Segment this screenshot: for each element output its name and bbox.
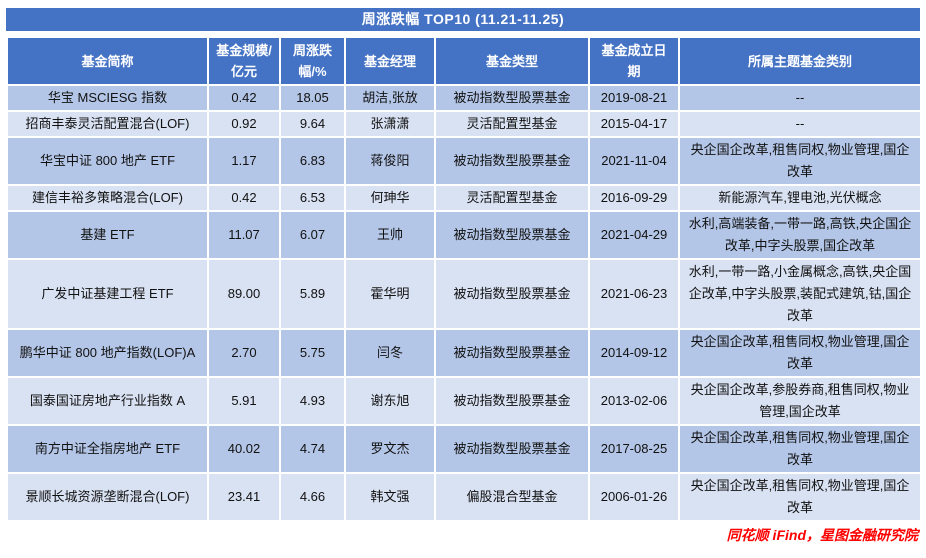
table-cell: 9.64: [279, 110, 346, 138]
header-row: 基金简称 基金规模/亿元 周涨跌幅/% 基金经理 基金类型 基金成立日期 所属主题基金类别: [6, 36, 922, 86]
fund-table: 基金简称 基金规模/亿元 周涨跌幅/% 基金经理 基金类型 基金成立日期 所属主题基金类别 …: [6, 36, 922, 522]
table-cell: 华宝中证 800 地产 ETF: [6, 136, 209, 186]
table-row: 建信丰裕多策略混合(LOF) 0.42 6.53 何珅华 灵活配置型基金 2016-09-…: [6, 184, 922, 212]
table-cell: --: [678, 110, 922, 138]
table-cell: 偏股混合型基金: [434, 472, 590, 522]
table-cell: 张潇潇: [344, 110, 436, 138]
table-cell: 央企国企改革,租售同权,物业管理,国企改革: [678, 424, 922, 474]
table-row: 国泰国证房地产行业指数 A 5.91 4.93 谢东旭 被动指数型股票基金 2013-02…: [6, 376, 922, 426]
table-cell: 2017-08-25: [588, 424, 680, 474]
table-cell: 被动指数型股票基金: [434, 376, 590, 426]
table-cell: 被动指数型股票基金: [434, 84, 590, 112]
table-cell: 闫冬: [344, 328, 436, 378]
table-cell: 灵活配置型基金: [434, 110, 590, 138]
table-row: 南方中证全指房地产 ETF 40.02 4.74 罗文杰 被动指数型股票基金 2017-0…: [6, 424, 922, 474]
table-cell: 4.74: [279, 424, 346, 474]
column-header: 基金简称: [6, 36, 209, 86]
column-header: 所属主题基金类别: [678, 36, 922, 86]
table-cell: 被动指数型股票基金: [434, 328, 590, 378]
table-cell: 水利,高端装备,一带一路,高铁,央企国企改革,中字头股票,国企改革: [678, 210, 922, 260]
table-cell: 央企国企改革,租售同权,物业管理,国企改革: [678, 472, 922, 522]
table-cell: 4.66: [279, 472, 346, 522]
table-cell: 央企国企改革,租售同权,物业管理,国企改革: [678, 136, 922, 186]
table-cell: 蒋俊阳: [344, 136, 436, 186]
table-cell: --: [678, 84, 922, 112]
table-cell: 2015-04-17: [588, 110, 680, 138]
table-cell: 2021-06-23: [588, 258, 680, 330]
table-cell: 0.92: [207, 110, 281, 138]
column-header: 周涨跌幅/%: [279, 36, 346, 86]
table-cell: 鹏华中证 800 地产指数(LOF)A: [6, 328, 209, 378]
table-cell: 广发中证基建工程 ETF: [6, 258, 209, 330]
table-cell: 央企国企改革,参股券商,租售同权,物业管理,国企改革: [678, 376, 922, 426]
table-cell: 韩文强: [344, 472, 436, 522]
table-cell: 被动指数型股票基金: [434, 136, 590, 186]
column-header: 基金成立日期: [588, 36, 680, 86]
table-cell: 招商丰泰灵活配置混合(LOF): [6, 110, 209, 138]
table-cell: 华宝 MSCIESG 指数: [6, 84, 209, 112]
table-row: 华宝 MSCIESG 指数 0.42 18.05 胡洁,张放 被动指数型股票基金 2019…: [6, 84, 922, 112]
table-cell: 4.93: [279, 376, 346, 426]
table-cell: 新能源汽车,锂电池,光伏概念: [678, 184, 922, 212]
table-cell: 被动指数型股票基金: [434, 424, 590, 474]
table-row: 景顺长城资源垄断混合(LOF) 23.41 4.66 韩文强 偏股混合型基金 2006-0…: [6, 472, 922, 522]
table-cell: 89.00: [207, 258, 281, 330]
table-cell: 6.53: [279, 184, 346, 212]
column-header: 基金类型: [434, 36, 590, 86]
table-cell: 5.91: [207, 376, 281, 426]
table-cell: 0.42: [207, 184, 281, 212]
table-cell: 南方中证全指房地产 ETF: [6, 424, 209, 474]
table-row: 鹏华中证 800 地产指数(LOF)A 2.70 5.75 闫冬 被动指数型股票基金 20…: [6, 328, 922, 378]
table-cell: 何珅华: [344, 184, 436, 212]
table-row: 招商丰泰灵活配置混合(LOF) 0.92 9.64 张潇潇 灵活配置型基金 2015-04…: [6, 110, 922, 138]
table-cell: 11.07: [207, 210, 281, 260]
table-cell: 罗文杰: [344, 424, 436, 474]
table-cell: 景顺长城资源垄断混合(LOF): [6, 472, 209, 522]
table-cell: 2021-04-29: [588, 210, 680, 260]
table-row: 广发中证基建工程 ETF 89.00 5.89 霍华明 被动指数型股票基金 2021-06…: [6, 258, 922, 330]
table-cell: 被动指数型股票基金: [434, 258, 590, 330]
table-cell: 霍华明: [344, 258, 436, 330]
table-row: 华宝中证 800 地产 ETF 1.17 6.83 蒋俊阳 被动指数型股票基金 2021-…: [6, 136, 922, 186]
table-cell: 灵活配置型基金: [434, 184, 590, 212]
table-cell: 0.42: [207, 84, 281, 112]
table-cell: 2014-09-12: [588, 328, 680, 378]
table-cell: 40.02: [207, 424, 281, 474]
column-header: 基金经理: [344, 36, 436, 86]
table-cell: 6.07: [279, 210, 346, 260]
table-cell: 谢东旭: [344, 376, 436, 426]
table-cell: 基建 ETF: [6, 210, 209, 260]
table-cell: 胡洁,张放: [344, 84, 436, 112]
table-body: 华宝 MSCIESG 指数 0.42 18.05 胡洁,张放 被动指数型股票基金 2019…: [6, 84, 922, 522]
table-cell: 2013-02-06: [588, 376, 680, 426]
table-row: 基建 ETF 11.07 6.07 王帅 被动指数型股票基金 2021-04-29 水利,高…: [6, 210, 922, 260]
table-cell: 2.70: [207, 328, 281, 378]
table-cell: 水利,一带一路,小金属概念,高铁,央企国企改革,中字头股票,装配式建筑,钴,国企…: [678, 258, 922, 330]
column-header: 基金规模/亿元: [207, 36, 281, 86]
table-cell: 国泰国证房地产行业指数 A: [6, 376, 209, 426]
table-cell: 18.05: [279, 84, 346, 112]
table-cell: 5.89: [279, 258, 346, 330]
table-cell: 23.41: [207, 472, 281, 522]
table-cell: 央企国企改革,租售同权,物业管理,国企改革: [678, 328, 922, 378]
table-cell: 2016-09-29: [588, 184, 680, 212]
table-cell: 2021-11-04: [588, 136, 680, 186]
table-title: 周涨跌幅 TOP10 (11.21-11.25): [6, 8, 920, 31]
table-cell: 6.83: [279, 136, 346, 186]
fund-ranking-page: 周涨跌幅 TOP10 (11.21-11.25) 基金简称 基金规模/亿元 周涨跌幅…: [6, 8, 922, 543]
table-cell: 建信丰裕多策略混合(LOF): [6, 184, 209, 212]
table-cell: 被动指数型股票基金: [434, 210, 590, 260]
table-cell: 1.17: [207, 136, 281, 186]
table-cell: 5.75: [279, 328, 346, 378]
table-cell: 王帅: [344, 210, 436, 260]
table-cell: 2019-08-21: [588, 84, 680, 112]
table-cell: 2006-01-26: [588, 472, 680, 522]
source-attribution: 同花顺 iFind，星图金融研究院: [726, 527, 918, 543]
